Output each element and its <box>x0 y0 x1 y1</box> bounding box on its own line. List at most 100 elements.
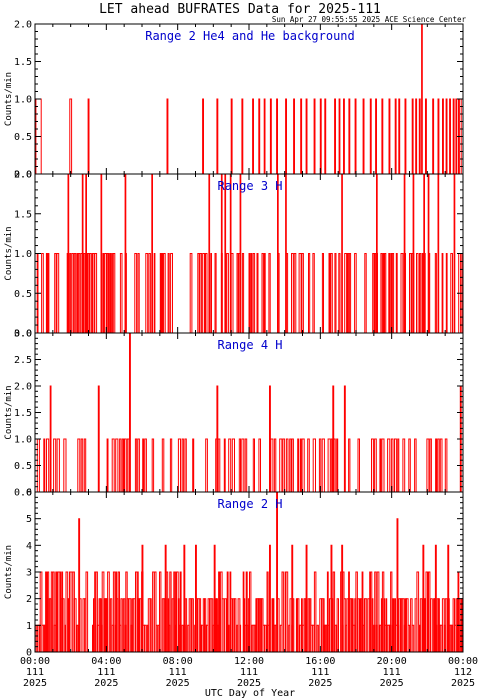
series-step-panel4 <box>392 598 395 652</box>
series-step-panel2 <box>94 253 98 333</box>
series-step-panel4 <box>52 571 55 652</box>
y-tick-label: 0.5 <box>14 461 32 472</box>
series-step-panel4 <box>73 598 77 652</box>
series-step-panel2 <box>437 173 440 333</box>
series-step-panel4 <box>305 544 308 652</box>
series-step-panel2 <box>87 253 90 333</box>
series-step-panel2 <box>112 253 116 333</box>
series-step-panel2 <box>391 253 395 333</box>
y-tick-label: 2.0 <box>14 382 32 393</box>
series-step-panel3 <box>371 438 374 492</box>
series-step-panel4 <box>264 624 267 652</box>
y-tick-label: 1.5 <box>14 57 32 68</box>
x-tick-label-time: 00:00 <box>20 656 50 667</box>
x-tick-label-time: 20:00 <box>377 656 407 667</box>
series-step-panel3 <box>142 438 145 492</box>
series-step-panel4 <box>390 571 393 652</box>
series-step-panel3 <box>285 438 289 492</box>
series-step-panel2 <box>45 253 48 333</box>
series-step-panel2 <box>189 253 193 333</box>
series-step-panel2 <box>89 253 92 333</box>
series-step-panel2 <box>347 253 350 333</box>
series-step-panel2 <box>354 253 357 333</box>
series-step-panel4 <box>330 544 333 652</box>
series-step-panel1 <box>404 98 407 174</box>
series-step-panel2 <box>148 253 151 333</box>
y-tick-label: 0.0 <box>14 329 32 340</box>
series-step-panel2 <box>161 253 164 333</box>
series-step-panel3 <box>111 438 115 492</box>
series-step-panel4 <box>422 544 425 652</box>
series-step-panel4 <box>107 571 110 652</box>
series-step-panel2 <box>321 253 324 333</box>
series-step-panel3 <box>327 438 331 492</box>
series-step-panel2 <box>102 253 105 333</box>
series-step-panel2 <box>256 253 259 333</box>
series-step-panel2 <box>226 253 229 333</box>
figure-title: LET ahead BUFRATES Data for 2025-111 <box>99 2 381 17</box>
series-step-panel4 <box>332 571 336 652</box>
series-step-panel2 <box>445 253 448 333</box>
series-step-panel4 <box>95 571 98 652</box>
panel-label: Range 2 H <box>217 497 282 511</box>
series-step-panel2 <box>69 253 72 333</box>
series-step-panel4 <box>164 544 167 652</box>
series-step-panel3 <box>223 438 226 492</box>
series-step-panel2 <box>376 173 378 333</box>
series-step-panel1 <box>418 98 421 174</box>
series-step-panel4 <box>416 571 420 652</box>
series-step-panel4 <box>364 598 368 652</box>
series-step-panel1 <box>381 98 384 174</box>
series-step-panel2 <box>124 173 127 333</box>
series-step-panel2 <box>252 253 256 333</box>
y-tick-label: 2.0 <box>14 20 32 31</box>
series-step-panel2 <box>111 253 113 333</box>
series-step-panel1 <box>455 98 458 174</box>
series-step-panel3 <box>379 438 382 492</box>
y-axis-label: Counts/min <box>4 226 14 280</box>
series-step-panel2 <box>100 173 103 333</box>
series-step-panel3 <box>228 438 232 492</box>
series-step-panel3 <box>134 438 138 492</box>
y-tick-label: 3.0 <box>14 329 32 340</box>
series-step-panel4 <box>141 544 144 652</box>
series-step-panel2 <box>134 253 138 333</box>
series-step-panel3 <box>205 438 208 492</box>
series-step-panel3 <box>374 438 377 492</box>
y-tick-label: 0.0 <box>14 170 32 181</box>
series-step-panel3 <box>289 438 292 492</box>
series-step-panel2 <box>71 253 74 333</box>
series-step-panel3 <box>414 438 417 492</box>
series-step-panel3 <box>312 438 316 492</box>
series-step-panel3 <box>444 438 448 492</box>
series-step-panel1 <box>338 98 341 174</box>
y-tick-label: 1.0 <box>14 435 32 446</box>
series-step-panel2 <box>364 253 367 333</box>
series-step-panel4 <box>285 571 289 652</box>
series-step-panel1 <box>375 98 377 174</box>
series-step-panel1 <box>452 98 455 174</box>
series-step-panel2 <box>334 253 337 333</box>
series-step-panel2 <box>210 253 212 333</box>
x-tick-label-year: 2025 <box>308 678 332 689</box>
series-step-panel2 <box>170 253 173 333</box>
series-step-panel3 <box>282 438 286 492</box>
y-tick-label: 6 <box>26 488 32 499</box>
series-step-panel3 <box>83 438 87 492</box>
y-tick-label: 1.0 <box>14 249 32 260</box>
series-step-panel4 <box>239 624 242 652</box>
series-step-panel4 <box>233 598 237 652</box>
series-step-panel2 <box>109 253 111 333</box>
series-step-panel2 <box>453 173 456 333</box>
series-step-panel1 <box>411 98 414 174</box>
x-tick-label-year: 2025 <box>451 678 475 689</box>
series-step-panel2 <box>380 253 383 333</box>
series-step-panel2 <box>163 253 166 333</box>
series-step-panel4 <box>213 544 216 652</box>
series-step-panel2 <box>291 253 294 333</box>
series-step-panel2 <box>285 173 287 333</box>
series-step-panel1 <box>285 98 287 174</box>
series-step-panel2 <box>419 253 422 333</box>
series-step-panel1 <box>348 98 351 174</box>
series-step-panel1 <box>369 98 372 174</box>
